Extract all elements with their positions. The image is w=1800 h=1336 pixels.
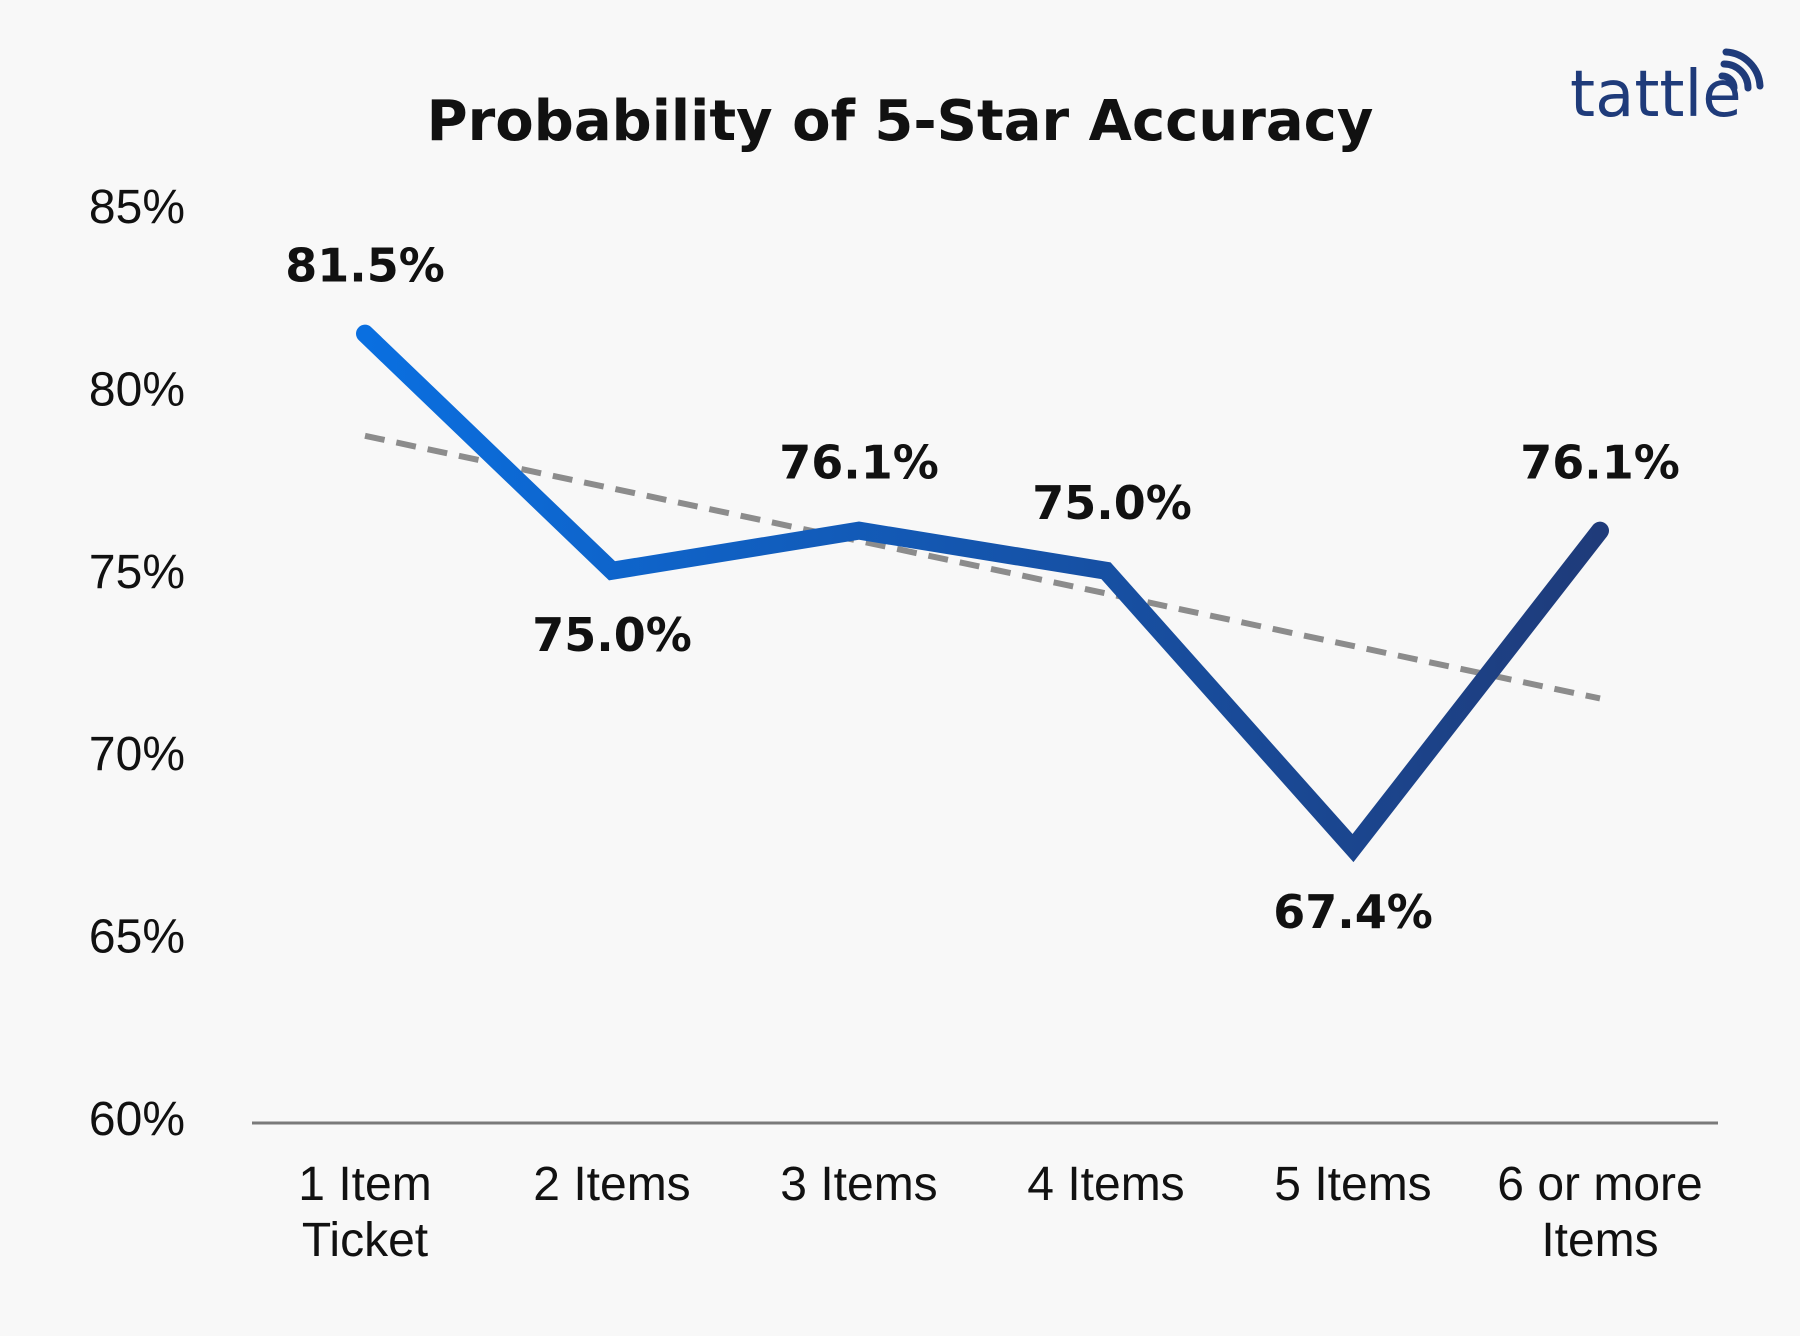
x-tick-label-line: 4 Items <box>1027 1158 1184 1211</box>
y-tick-label: 85% <box>89 181 185 234</box>
x-tick-label-line: Items <box>1541 1214 1658 1267</box>
x-tick-label-line: 3 Items <box>780 1158 937 1211</box>
tattle-logo: tattle <box>1570 48 1764 132</box>
x-tick-label-line: 5 Items <box>1274 1158 1431 1211</box>
x-tick-label-line: 6 or more <box>1497 1158 1702 1211</box>
logo-wordmark: tattle <box>1570 58 1742 132</box>
x-tick-label: 1 Item Ticket <box>298 1158 431 1267</box>
series-line <box>356 324 1609 863</box>
data-label: 67.4% <box>1273 885 1433 939</box>
x-tick-label: 5 Items <box>1274 1158 1431 1211</box>
signal-icon <box>1718 48 1764 92</box>
series-layer <box>356 324 1609 863</box>
data-label: 75.0% <box>532 608 692 662</box>
chart-title: Probability of 5-Star Accuracy <box>427 89 1374 154</box>
x-tick-label: 6 or more Items <box>1497 1158 1702 1267</box>
x-tick-label: 4 Items <box>1027 1158 1184 1211</box>
data-label: 81.5% <box>285 239 445 293</box>
y-tick-label: 80% <box>89 363 185 416</box>
x-tick-label-line: Ticket <box>302 1214 428 1267</box>
x-tick-label-line: 1 Item <box>298 1158 431 1211</box>
y-tick-label: 65% <box>89 911 185 964</box>
y-tick-label: 70% <box>89 728 185 781</box>
y-axis: 60% 65% 70% 75% 80% 85% <box>89 181 185 1146</box>
data-label: 75.0% <box>1032 476 1192 530</box>
x-tick-label: 2 Items <box>533 1158 690 1211</box>
x-axis: 1 Item Ticket 2 Items 3 Items 4 Items 5 Items… <box>298 1158 1702 1267</box>
trendline-layer <box>364 432 1601 702</box>
x-tick-label: 3 Items <box>780 1158 937 1211</box>
data-label: 76.1% <box>779 436 939 490</box>
y-tick-label: 60% <box>89 1093 185 1146</box>
data-labels: 81.5% 75.0% 76.1% 75.0% 67.4% 76.1% <box>285 239 1680 939</box>
x-tick-label-line: 2 Items <box>533 1158 690 1211</box>
trendline <box>364 432 1601 702</box>
y-tick-label: 75% <box>89 546 185 599</box>
data-label: 76.1% <box>1520 436 1680 490</box>
